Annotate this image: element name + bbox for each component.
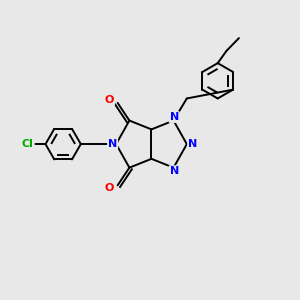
Text: N: N xyxy=(169,166,179,176)
Text: N: N xyxy=(188,139,197,148)
Text: O: O xyxy=(105,95,114,105)
Text: N: N xyxy=(169,112,179,122)
Text: Cl: Cl xyxy=(22,139,34,149)
Text: O: O xyxy=(105,183,114,193)
Text: N: N xyxy=(108,139,117,149)
